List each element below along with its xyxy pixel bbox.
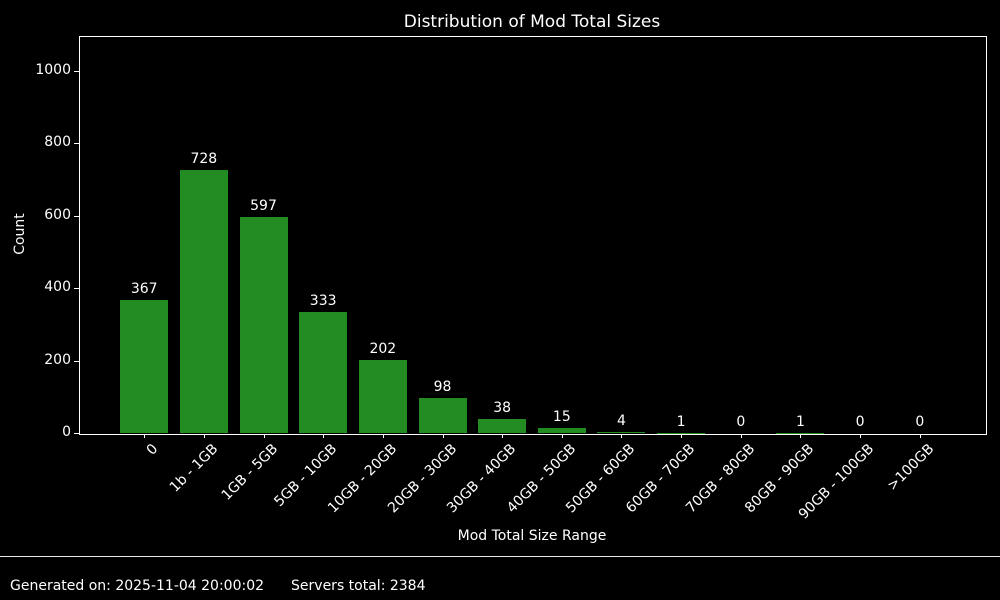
bar: [358, 359, 407, 433]
x-tick: [144, 434, 146, 438]
bar-value-label: 1: [676, 413, 686, 430]
chart-title: Distribution of Mod Total Sizes: [403, 12, 661, 32]
generated-on-text: Generated on: 2025-11-04 20:00:02: [10, 578, 265, 594]
x-tick: [502, 434, 504, 438]
y-tick-label: 600: [44, 206, 71, 223]
servers-total-text: Servers total: 2384: [291, 578, 426, 594]
y-axis-label: Count: [12, 213, 28, 255]
x-tick-label: 80GB - 90GB: [742, 441, 818, 517]
y-tick-label: 800: [44, 134, 71, 151]
x-tick-label: 70GB - 80GB: [682, 441, 759, 517]
plot-area: [79, 36, 987, 435]
bar-value-label: 333: [309, 293, 337, 310]
bar: [597, 431, 646, 433]
footer-separator: [0, 556, 1000, 557]
y-tick: [74, 360, 79, 362]
x-tick-label: 20GB - 30GB: [384, 441, 460, 517]
bar-value-label: 15: [552, 408, 571, 425]
y-tick-label: 200: [44, 351, 71, 368]
y-tick-label: 0: [62, 424, 71, 440]
x-tick: [860, 434, 862, 438]
x-tick: [442, 434, 444, 438]
x-tick-label: 90GB - 100GB: [795, 441, 878, 523]
x-tick-label: 1GB - 5GB: [218, 441, 281, 504]
x-tick-label: 5GB - 10GB: [271, 441, 341, 511]
x-tick: [263, 434, 265, 438]
bar-value-label: 202: [369, 340, 397, 357]
bar-value-label: 0: [915, 414, 925, 430]
bar: [299, 312, 348, 433]
x-tick: [561, 434, 563, 438]
x-tick: [382, 434, 384, 438]
x-tick: [800, 434, 802, 438]
bar-value-label: 0: [736, 414, 746, 430]
x-tick: [740, 434, 742, 438]
y-tick: [74, 433, 79, 434]
bar-value-label: 4: [617, 412, 626, 429]
y-tick: [74, 71, 79, 73]
bar-value-label: 367: [130, 281, 158, 298]
x-tick-label: 40GB - 50GB: [503, 441, 580, 517]
x-tick: [919, 434, 921, 438]
x-tick: [323, 434, 325, 438]
x-tick: [203, 434, 205, 438]
bar: [537, 427, 586, 433]
x-tick-label: >100GB: [884, 441, 938, 494]
x-tick-label: 30GB - 40GB: [444, 441, 520, 517]
bar: [478, 419, 527, 433]
bar: [776, 432, 825, 433]
x-tick-label: 50GB - 60GB: [563, 441, 639, 517]
x-tick: [681, 434, 683, 438]
y-tick: [74, 288, 79, 290]
bar: [657, 432, 706, 433]
bar: [418, 397, 467, 433]
bar-value-label: 0: [855, 414, 865, 430]
bar-value-label: 728: [190, 150, 218, 167]
x-tick-label: 1b - 1GB: [166, 441, 222, 496]
footer: Generated on: 2025-11-04 20:00:02 Servers…: [10, 578, 426, 594]
y-tick: [74, 215, 79, 217]
x-tick-label: 10GB - 20GB: [324, 441, 401, 517]
x-tick-label: 60GB - 70GB: [623, 441, 699, 517]
x-tick-label: 0: [143, 441, 162, 459]
bar: [120, 300, 169, 433]
bar-value-label: 597: [250, 197, 277, 214]
y-tick-label: 1000: [35, 62, 71, 79]
bar-value-label: 98: [433, 378, 452, 395]
bar-value-label: 1: [796, 413, 805, 430]
x-tick: [621, 434, 623, 438]
bar: [239, 216, 288, 433]
y-tick: [74, 143, 79, 145]
bar: [179, 169, 228, 433]
y-tick-label: 400: [44, 279, 71, 296]
x-axis-label: Mod Total Size Range: [457, 528, 607, 544]
bar-value-label: 38: [493, 400, 512, 417]
